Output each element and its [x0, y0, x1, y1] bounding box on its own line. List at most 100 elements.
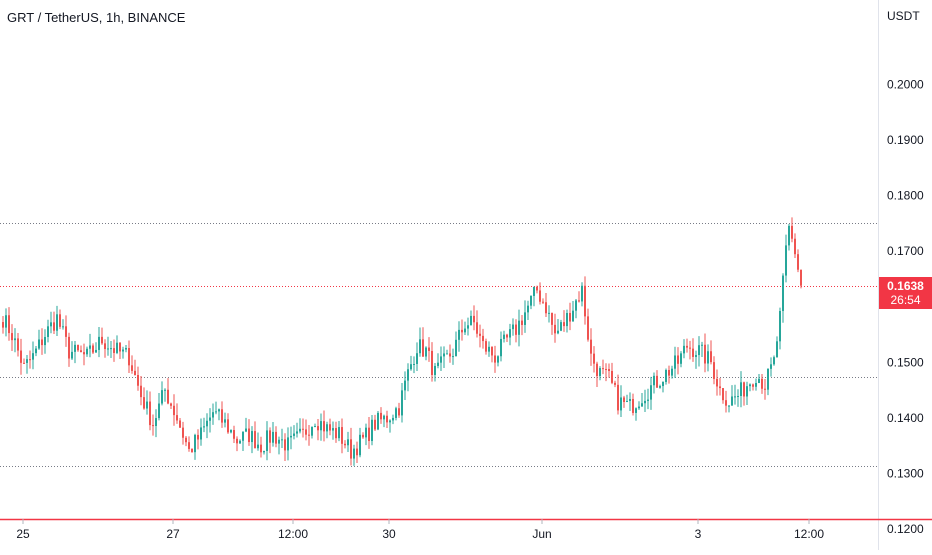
candle-body — [218, 409, 220, 412]
candle-body — [122, 349, 124, 352]
candle-body — [434, 365, 436, 375]
candle-body — [128, 348, 130, 366]
candle-body — [116, 342, 118, 353]
candle-body — [533, 286, 535, 296]
candle-body — [341, 427, 343, 444]
candle-body — [149, 401, 151, 426]
candle-body — [203, 426, 205, 428]
candle-body — [134, 370, 136, 376]
candle-body — [353, 448, 355, 459]
candle-body — [83, 352, 85, 355]
candle-body — [779, 310, 781, 342]
candle-body — [662, 381, 664, 387]
candle-body — [695, 355, 697, 357]
candle-body — [494, 355, 496, 363]
candle-body — [419, 339, 421, 354]
candle-body — [251, 431, 253, 443]
candle-body — [98, 336, 100, 350]
candle-body — [692, 348, 694, 357]
candle-body — [506, 334, 508, 338]
candle-body — [137, 375, 139, 386]
candle-body — [614, 382, 616, 385]
time-tick-label: 3 — [695, 527, 702, 541]
candle-body — [440, 356, 442, 363]
candle-body — [329, 424, 331, 431]
price-tick-label: 0.1400 — [887, 411, 924, 425]
candle-body — [338, 427, 340, 439]
candle-body — [164, 389, 166, 391]
current-price-label: 0.1638 — [887, 278, 924, 293]
candle-body — [566, 312, 568, 327]
candle-body — [740, 382, 742, 396]
candle-body — [155, 418, 157, 426]
time-tick-label: 12:00 — [794, 527, 824, 541]
chart-title: GRT / TetherUS, 1h, BINANCE — [7, 10, 186, 25]
candle-body — [323, 421, 325, 432]
candle-body — [296, 431, 298, 434]
candle-body — [734, 396, 736, 398]
candle-body — [776, 341, 778, 358]
candle-body — [167, 389, 169, 404]
candle-body — [539, 290, 541, 302]
candle-body — [380, 412, 382, 420]
candle-body — [287, 437, 289, 451]
candle-body — [797, 254, 799, 270]
candle-body — [176, 415, 178, 421]
candle-body — [413, 363, 415, 365]
candle-body — [719, 386, 721, 389]
price-tick-label: 0.1300 — [887, 466, 924, 480]
candle-body — [479, 333, 481, 336]
candle-body — [56, 314, 58, 331]
candle-body — [305, 429, 307, 435]
candle-body — [605, 368, 607, 370]
price-tick-label: 0.1900 — [887, 133, 924, 147]
candle-body — [347, 439, 349, 446]
candle-body — [467, 325, 469, 329]
candle-body — [302, 428, 304, 430]
candle-body — [17, 338, 19, 351]
candle-body — [200, 427, 202, 440]
candle-body — [299, 428, 301, 432]
price-tick-label: 0.1800 — [887, 189, 924, 203]
candle-body — [80, 350, 82, 353]
candle-body — [446, 353, 448, 355]
candle-body — [14, 338, 16, 341]
candle-body — [641, 403, 643, 407]
time-axis[interactable]: 25 27 12:00 30 Jun 3 12:00 — [16, 519, 824, 541]
candle-body — [461, 329, 463, 333]
candle-body — [383, 415, 385, 420]
candle-body — [131, 365, 133, 371]
candle-body — [482, 335, 484, 342]
candle-body — [677, 355, 679, 364]
candle-body — [191, 448, 193, 453]
candle-body — [752, 384, 754, 387]
candle-body — [518, 320, 520, 335]
candle-body — [683, 345, 685, 354]
candle-body — [206, 420, 208, 427]
candle-body — [647, 399, 649, 401]
candle-body — [575, 300, 577, 311]
candle-body — [47, 326, 49, 337]
price-axis[interactable]: 0.2000 0.1900 0.1800 0.1700 0.1500 0.1400 0.13… — [887, 78, 924, 536]
candle-body — [551, 312, 553, 325]
candle-body — [23, 362, 25, 364]
candle-body — [326, 424, 328, 432]
candle-body — [800, 269, 802, 286]
candle-body — [656, 375, 658, 388]
candle-body — [74, 344, 76, 352]
candle-body — [455, 339, 457, 357]
candle-body — [89, 345, 91, 349]
candle-body — [233, 430, 235, 439]
candle-body — [365, 427, 367, 438]
candle-body — [680, 353, 682, 364]
candle-body — [545, 302, 547, 314]
candle-body — [572, 310, 574, 322]
candle-body — [392, 417, 394, 421]
candle-body — [398, 408, 400, 416]
candle-body — [500, 338, 502, 357]
candle-body — [578, 300, 580, 302]
candle-body — [674, 355, 676, 369]
candle-body — [5, 315, 7, 328]
